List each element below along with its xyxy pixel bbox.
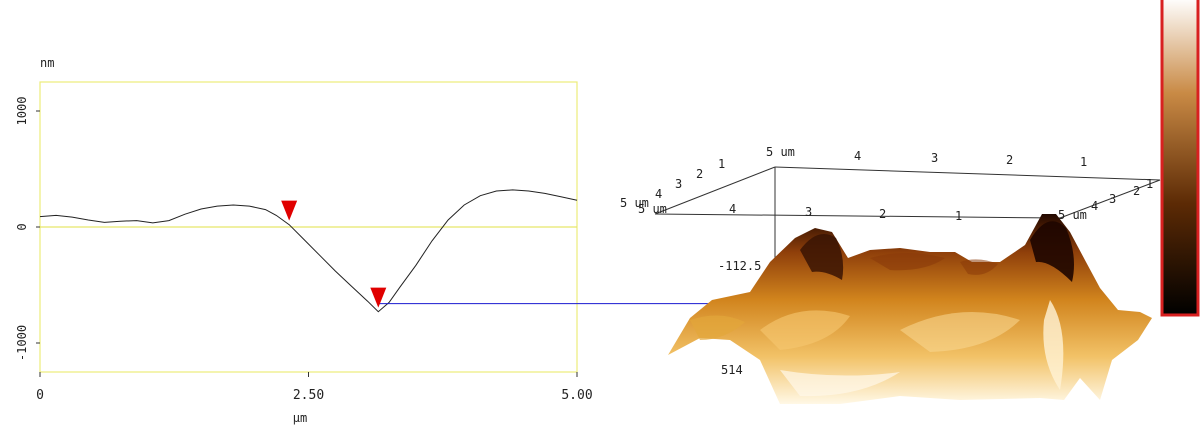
surface-mesh (668, 214, 1152, 404)
y-tick-label: -1000 (15, 325, 29, 361)
y-axis-label: nm (40, 56, 54, 70)
height-color-scale (1160, 0, 1200, 317)
front-tick-3: 2 (879, 207, 886, 221)
left-tick-3: 2 (696, 167, 703, 181)
top-tick-4: 1 (1080, 155, 1087, 169)
x-tick-label: 2.50 (293, 388, 324, 403)
cursor-markers (281, 200, 387, 308)
right-tick-0: 5 um (1058, 208, 1087, 222)
cursor-marker-1 (370, 287, 387, 308)
right-tick-1: 4 (1091, 199, 1098, 213)
surface-axis-labels: 5 um 4 3 2 1 5 um 4 3 2 1 5 um 4 3 2 1 5… (620, 145, 1153, 377)
top-tick-2: 3 (931, 151, 938, 165)
top-tick-3: 2 (1006, 153, 1013, 167)
right-tick-4: 1 (1146, 177, 1153, 191)
right-tick-3: 2 (1133, 184, 1140, 198)
profile-series-line (39, 189, 578, 313)
right-tick-2: 3 (1109, 192, 1116, 206)
surface-3d-view: 5 um 4 3 2 1 5 um 4 3 2 1 5 um 4 3 2 1 5… (620, 0, 1200, 404)
x-tick-label: 5.00 (561, 388, 592, 403)
x-axis-ticks: 0 2.50 5.00 (36, 372, 593, 403)
front-tick-1: 4 (729, 202, 736, 216)
cursor-marker-0 (281, 200, 298, 221)
front-tick-4: 1 (955, 209, 962, 223)
front-tick-0: 5 um (638, 202, 667, 216)
left-tick-0: 5 um (620, 196, 649, 210)
z-label-bottom: 514 (721, 363, 743, 377)
y-tick-label: 0 (15, 223, 29, 230)
surface-bounding-box (654, 166, 1161, 262)
y-tick-label: 1000 (15, 97, 29, 126)
x-tick-label: 0 (36, 388, 44, 403)
top-tick-0: 5 um (766, 145, 795, 159)
y-axis-ticks: 1000 0 -1000 (15, 97, 40, 361)
x-axis-label: µm (293, 411, 307, 425)
top-tick-1: 4 (854, 149, 861, 163)
left-tick-1: 4 (655, 187, 662, 201)
left-tick-4: 1 (718, 157, 725, 171)
left-tick-2: 3 (675, 177, 682, 191)
front-tick-2: 3 (805, 205, 812, 219)
z-label-top: -112.5 (718, 259, 761, 273)
profile-plot: nm 1000 0 -1000 0 2.50 5.00 µm (15, 56, 1056, 425)
